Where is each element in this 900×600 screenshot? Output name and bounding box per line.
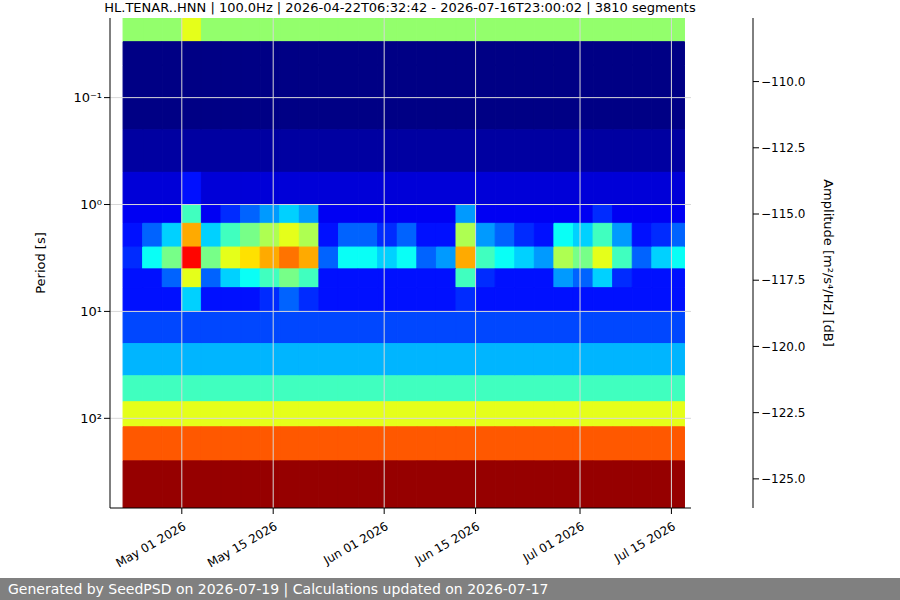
svg-text:10⁻¹: 10⁻¹ [73,90,102,105]
svg-text:−117.5: −117.5 [761,273,805,287]
svg-text:10²: 10² [80,411,102,426]
svg-text:May 01 2026: May 01 2026 [114,519,189,570]
svg-text:Jun 15 2026: Jun 15 2026 [412,519,482,568]
svg-text:−122.5: −122.5 [761,406,805,420]
svg-text:−120.0: −120.0 [761,340,805,354]
svg-text:−115.0: −115.0 [761,207,805,221]
svg-text:Period [s]: Period [s] [33,232,48,294]
html-text:HL.TENAR..HNN | 100.0Hz | 2026: HL.TENAR..HNN | 100.0Hz | 2026-04-22T06:… [104,0,696,15]
svg-text:Jun 01 2026: Jun 01 2026 [320,519,390,568]
svg-text:10¹: 10¹ [80,304,102,319]
svg-text:10⁰: 10⁰ [80,197,102,212]
svg-text:−112.5: −112.5 [761,141,805,155]
svg-text:−110.0: −110.0 [761,75,805,89]
svg-text:−125.0: −125.0 [761,472,805,486]
svg-text:Amplitude [m²/s⁴/Hz] [dB]: Amplitude [m²/s⁴/Hz] [dB] [821,179,836,347]
svg-text:May 15 2026: May 15 2026 [205,519,280,570]
svg-text:Jul 15 2026: Jul 15 2026 [611,519,678,566]
html-text:Generated by SeedPSD on 2026-0: Generated by SeedPSD on 2026-07-19 | Cal… [8,581,549,597]
svg-text:Jul 01 2026: Jul 01 2026 [520,519,587,566]
